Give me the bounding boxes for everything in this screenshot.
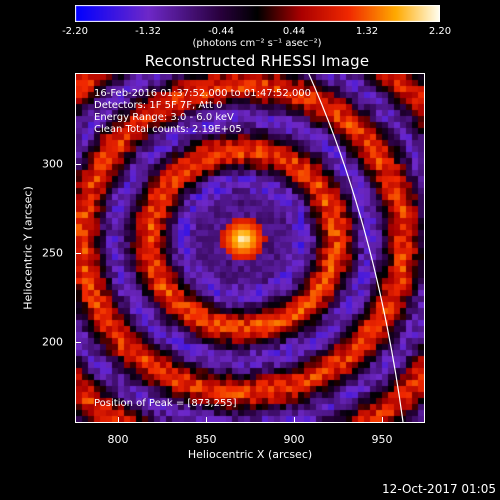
- plot-title: Reconstructed RHESSI Image: [144, 52, 370, 70]
- x-tick-mark: [206, 417, 207, 423]
- colorbar: [75, 5, 440, 22]
- y-tick-label: 250: [42, 246, 63, 260]
- y-tick-mark: [75, 253, 81, 254]
- x-tick-label: 800: [107, 433, 129, 446]
- peak-position-label: Position of Peak = [873,255]: [94, 398, 237, 409]
- y-tick-mark: [75, 164, 81, 165]
- x-tick-mark: [382, 417, 383, 423]
- y-axis-label: Heliocentric Y (arcsec): [21, 186, 35, 310]
- colorbar-tick: -0.44: [208, 26, 234, 37]
- solar-limb-line: [308, 74, 404, 422]
- x-tick-label: 900: [283, 433, 305, 446]
- colorbar-tick: 2.20: [428, 26, 452, 37]
- colorbar-tick: 0.44: [282, 26, 306, 37]
- x-tick-label: 850: [195, 433, 217, 446]
- colorbar-units-label: (photons cm⁻² s⁻¹ asec⁻²): [192, 38, 322, 49]
- y-tick-label: 300: [42, 157, 63, 171]
- x-tick-mark: [118, 417, 119, 423]
- info-total-counts: Clean Total counts: 2.19E+05: [94, 124, 242, 135]
- info-detectors: Detectors: 1F 5F 7F, Att 0: [94, 100, 223, 111]
- x-axis-label: Heliocentric X (arcsec): [187, 448, 313, 461]
- x-tick-label: 950: [371, 433, 393, 446]
- colorbar-tick: 1.32: [355, 26, 379, 37]
- rhessi-image: [76, 74, 424, 422]
- y-tick-mark: [75, 342, 81, 343]
- colorbar-tick: -2.20: [62, 26, 88, 37]
- x-tick-mark: [294, 417, 295, 423]
- colorbar-tick: -1.32: [135, 26, 161, 37]
- image-plot: 16-Feb-2016 01:37:52.000 to 01:47:52.000…: [75, 73, 425, 423]
- info-time-range: 16-Feb-2016 01:37:52.000 to 01:47:52.000: [94, 88, 312, 99]
- info-energy-range: Energy Range: 3.0 - 6.0 keV: [94, 112, 234, 123]
- y-tick-label: 200: [42, 335, 63, 349]
- timestamp: 12-Oct-2017 01:05: [382, 482, 496, 496]
